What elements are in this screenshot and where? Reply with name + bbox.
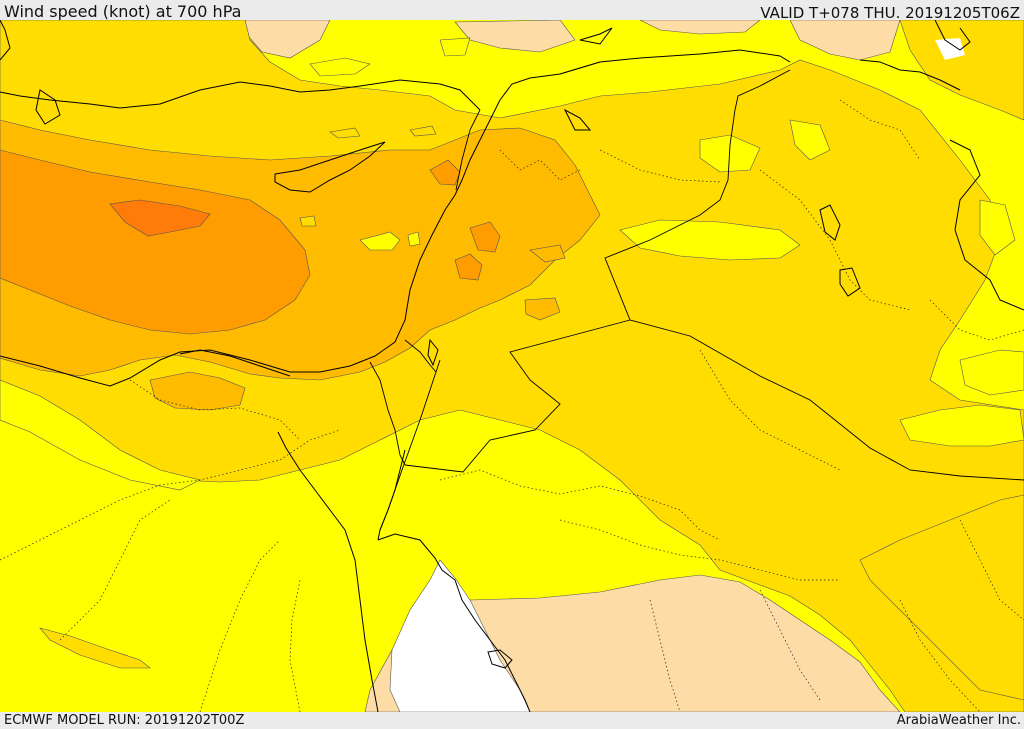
province-boundaries (0, 99, 1024, 712)
calm-pockets (0, 37, 1024, 491)
header-bar: Wind speed (knot) at 700 hPa VALID T+078… (0, 0, 1024, 22)
country-borders (369, 61, 1024, 531)
map-title: Wind speed (knot) at 700 hPa (4, 2, 242, 21)
northeast-void (935, 38, 965, 60)
credit-label: ArabiaWeather Inc. (896, 713, 1021, 728)
stronger-wind-areas (0, 149, 501, 335)
valid-time-label: VALID T+078 THU. 20191205T06Z (760, 4, 1020, 22)
model-run-label: ECMWF MODEL RUN: 20191202T00Z (4, 713, 245, 728)
wind-speed-map[interactable] (0, 20, 1024, 712)
map-panel[interactable] (0, 20, 1024, 712)
footer-bar: ECMWF MODEL RUN: 20191202T00Z ArabiaWeat… (0, 712, 1024, 729)
strongest-wind-core (109, 199, 211, 237)
red-sea-void (389, 559, 531, 712)
small-contour-islands (299, 125, 437, 251)
